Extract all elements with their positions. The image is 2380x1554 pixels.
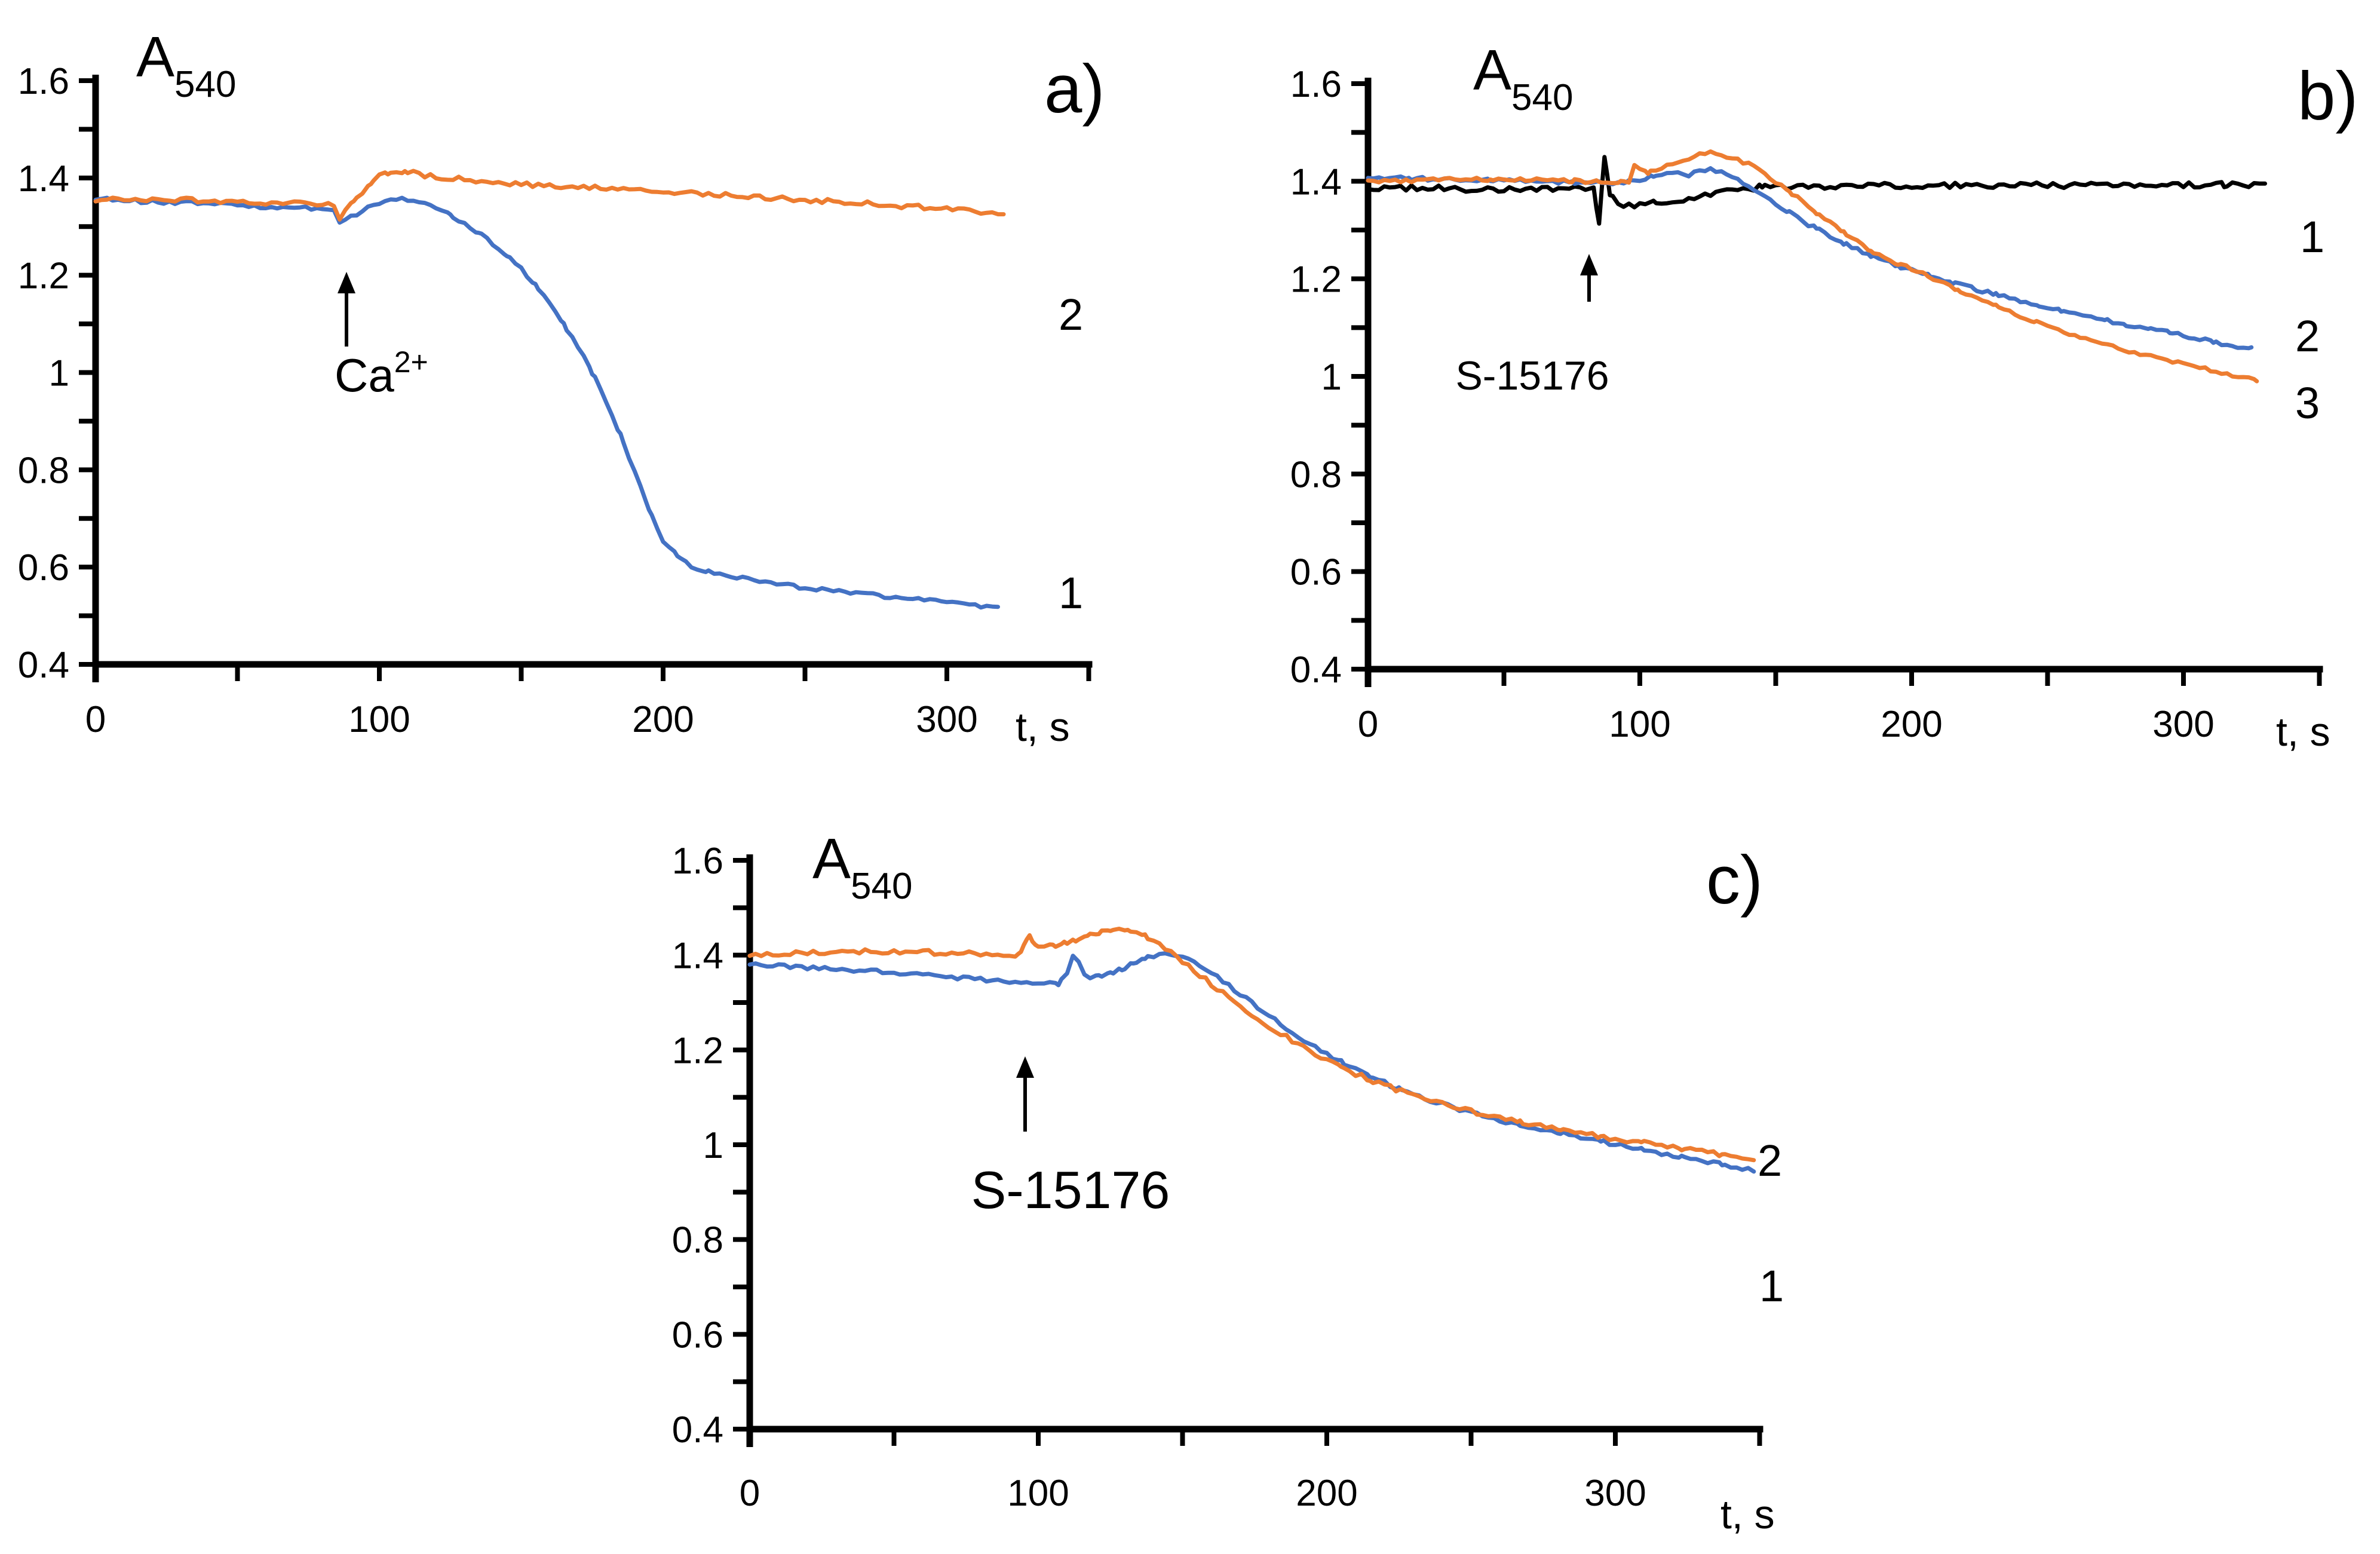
x-tick-label: 200 <box>1296 1473 1357 1514</box>
series-3-label: 3 <box>2295 378 2320 428</box>
x-tick-label: 300 <box>1584 1473 1646 1514</box>
annotation-arrow-head <box>1016 1056 1034 1078</box>
y-tick-label: 1.2 <box>672 1030 723 1071</box>
y-tick-label: 1.6 <box>672 841 723 882</box>
annotation-label: S-15176 <box>1455 353 1609 399</box>
panel-letter: a) <box>1044 51 1105 127</box>
series-1-label: 1 <box>2300 212 2324 262</box>
y-tick-label: 0.4 <box>18 645 69 686</box>
annotation-label: S-15176 <box>971 1160 1170 1219</box>
y-axis-title: A540 <box>812 827 912 907</box>
y-tick-label: 1.4 <box>18 158 69 200</box>
x-tick-label: 100 <box>1609 704 1670 745</box>
y-tick-label: 0.8 <box>1290 454 1342 495</box>
series-2-label: 2 <box>1758 1136 1782 1185</box>
y-tick-label: 1 <box>49 353 69 394</box>
y-tick-label: 0.8 <box>18 450 69 491</box>
annotation-arrow-head <box>338 272 355 293</box>
series-1-trace <box>1366 155 2267 226</box>
series-2-trace <box>747 927 1756 1163</box>
panel-a: 1.6 1.4 1.2 1 0.8 0.6 0.4 0 100 200 300 t, s A540 a) C… <box>18 25 1105 750</box>
series-2-label: 2 <box>1059 290 1083 339</box>
series-3-trace <box>1366 149 2259 384</box>
y-tick-label: 1.4 <box>1290 161 1342 203</box>
series-2-trace <box>93 168 1006 222</box>
y-tick-label: 0.6 <box>18 547 69 589</box>
series-2-trace <box>1366 166 2254 351</box>
x-tick-label: 100 <box>348 699 410 740</box>
x-axis-label: t, s <box>1016 704 1070 750</box>
y-tick-label: 0.8 <box>672 1220 723 1261</box>
series-1-trace <box>747 951 1756 1174</box>
x-tick-label: 100 <box>1007 1473 1069 1514</box>
panel-letter: b) <box>2298 59 2358 134</box>
x-axis-label: t, s <box>2276 709 2330 755</box>
panel-c: 1.6 1.4 1.2 1 0.8 0.6 0.4 0 100 200 300 t, s A540 c) S… <box>672 827 1784 1537</box>
x-tick-label: 0 <box>85 699 106 740</box>
series-1-label: 1 <box>1059 568 1083 618</box>
x-tick-label: 300 <box>916 699 977 740</box>
panel-letter: c) <box>1706 842 1763 918</box>
y-tick-label: 1 <box>1321 357 1342 398</box>
y-tick-label: 1.6 <box>18 61 69 102</box>
y-tick-label: 1.4 <box>672 936 723 977</box>
series-1-label: 1 <box>1759 1261 1784 1311</box>
y-tick-label: 0.6 <box>672 1314 723 1356</box>
x-axis-label: t, s <box>1720 1492 1775 1537</box>
y-tick-label: 0.4 <box>1290 649 1342 691</box>
series-2-label: 2 <box>2295 311 2320 361</box>
y-axis-title: A540 <box>1473 38 1573 118</box>
y-tick-label: 1 <box>703 1125 723 1166</box>
y-tick-label: 1.2 <box>1290 259 1342 301</box>
panel-b: 1.6 1.4 1.2 1 0.8 0.6 0.4 0 100 200 300 t, s A540 b) S… <box>1290 38 2358 755</box>
y-tick-label: 0.4 <box>672 1409 723 1451</box>
x-tick-label: 200 <box>632 699 694 740</box>
x-tick-label: 300 <box>2152 704 2214 745</box>
x-tick-label: 0 <box>1358 704 1378 745</box>
y-axis-title: A540 <box>136 25 236 105</box>
y-tick-label: 1.6 <box>1290 64 1342 105</box>
series-1-trace <box>93 195 1000 610</box>
annotation-label: Ca2+ <box>335 345 428 401</box>
y-tick-label: 1.2 <box>18 256 69 297</box>
x-tick-label: 0 <box>740 1473 760 1514</box>
y-tick-label: 0.6 <box>1290 552 1342 593</box>
x-tick-label: 200 <box>1881 704 1942 745</box>
annotation-arrow-head <box>1580 254 1598 275</box>
